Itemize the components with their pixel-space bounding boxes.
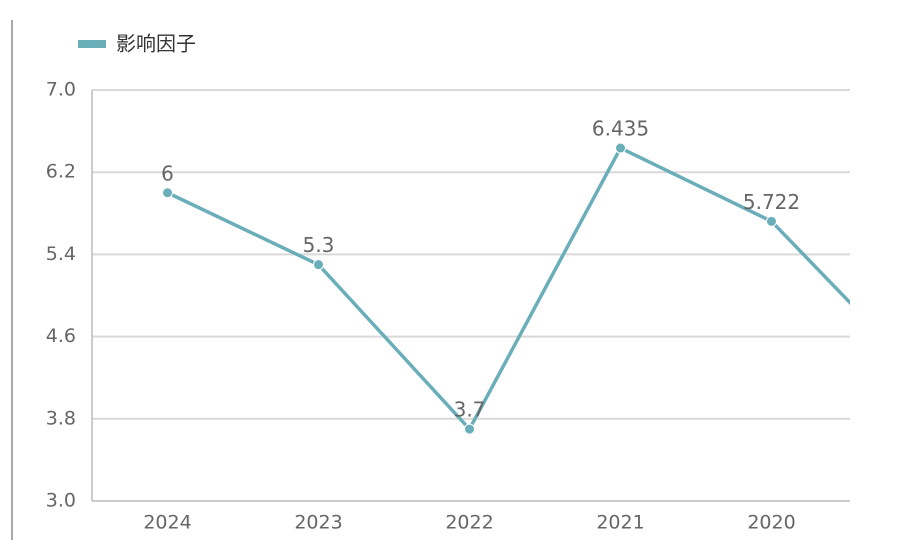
value-label: 5.722 [743,190,800,214]
y-tick-label: 3.0 [46,490,76,512]
data-point [615,142,626,154]
data-point [766,215,777,227]
x-tick-label: 2023 [294,512,342,534]
legend-label: 影响因子 [116,32,196,56]
legend-swatch [78,40,106,48]
y-tick-label: 5.4 [46,243,76,265]
y-tick-label: 3.8 [46,407,76,429]
value-label: 6 [161,161,174,185]
x-tick-label: 2022 [445,512,493,534]
x-tick-label: 2021 [596,512,644,534]
x-tick-label: 2024 [143,512,191,534]
y-tick-label: 6.2 [46,161,76,183]
series-line [166,146,850,431]
data-point [464,423,475,435]
data-point [162,187,173,199]
value-label: 6.435 [592,117,649,141]
value-label: 3.7 [454,398,486,422]
x-tick-label: 2020 [747,512,795,534]
y-tick-label: 4.6 [46,325,76,347]
value-label: 5.3 [303,233,335,257]
y-tick-label: 7.0 [46,79,76,101]
data-point [313,259,324,271]
